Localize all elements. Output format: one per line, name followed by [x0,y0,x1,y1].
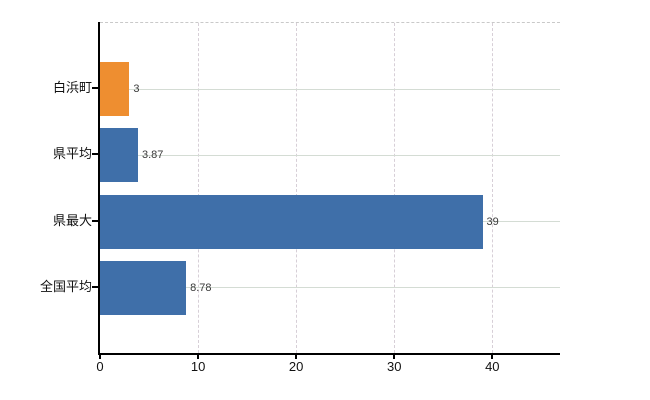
vertical-gridline [198,23,200,353]
horizontal-gridline [100,88,560,90]
x-axis-tick [295,353,298,359]
x-axis-tick-label: 0 [96,359,104,374]
vertical-gridline [394,23,396,353]
y-axis-line [98,22,100,353]
y-axis-tick [92,87,99,90]
vertical-gridline [492,23,494,353]
y-axis-label: 白浜町 [52,80,92,96]
y-axis-label: 県最大 [52,212,92,228]
bar-3 [100,260,187,315]
x-axis-tick-label: 30 [387,359,402,374]
horizontal-gridline [100,287,560,289]
x-axis-line [98,353,560,355]
bar-value-label: 3 [133,83,140,96]
bar-value-label: 39 [486,215,499,228]
bar-0 [100,62,130,117]
y-axis-label: 全国平均 [39,278,92,294]
x-axis-tick-label: 10 [190,359,206,374]
y-axis-label: 県平均 [52,146,92,162]
y-axis-tick [92,285,99,288]
bar-value-label: 3.87 [141,149,164,162]
bar-1 [100,128,138,183]
y-axis-tick [92,219,99,222]
plot-area: 3 3.87 39 8.78 [100,22,560,353]
x-axis-tick [491,353,494,359]
bar-2 [100,194,483,249]
x-axis-tick [393,353,396,359]
x-axis-tick-label: 40 [485,359,500,374]
x-axis-tick-label: 20 [288,359,304,374]
horizontal-gridline [100,154,560,156]
vertical-gridline [296,23,298,353]
x-axis-tick [99,353,101,359]
bar-value-label: 8.78 [190,281,212,294]
x-axis-tick [197,353,200,359]
y-axis-tick [92,153,99,156]
